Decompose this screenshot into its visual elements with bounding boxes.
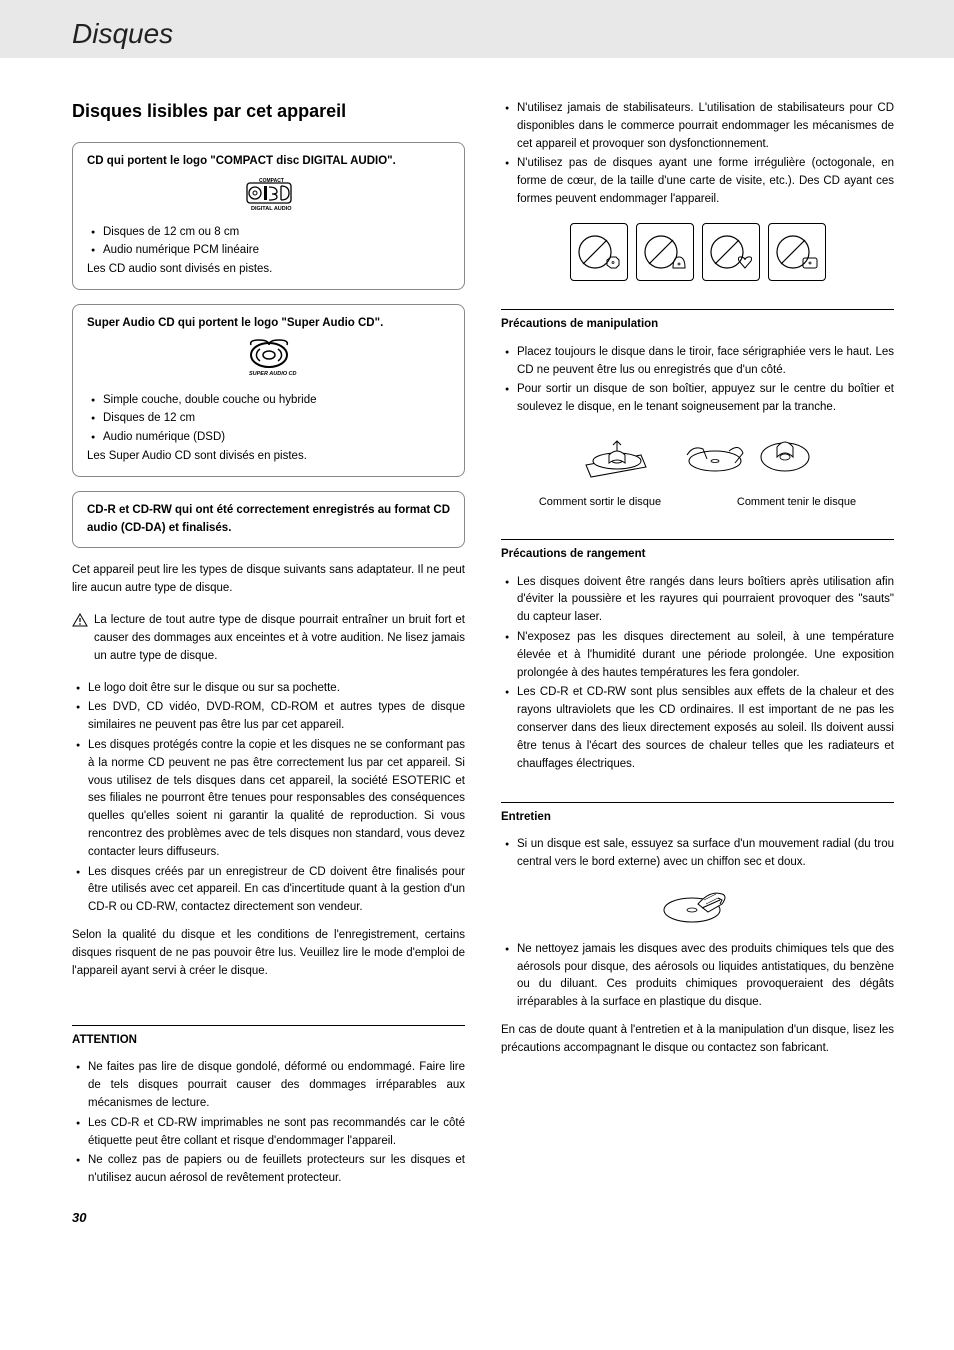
box3-title: CD-R et CD-RW qui ont été correctement e… [87, 502, 450, 538]
wipe-illustration [501, 880, 894, 933]
compact-disc-logo: COMPACT DIGITAL AUDIO [87, 175, 450, 218]
maint-bullets-a: Si un disque est sale, essuyez sa surfac… [501, 836, 894, 872]
handling-heading: Précautions de manipulation [501, 309, 894, 334]
list-item: Disques de 12 cm [91, 410, 450, 428]
right-column: N'utilisez jamais de stabilisateurs. L'u… [501, 98, 894, 1190]
intro-para: Cet appareil peut lire les types de disq… [72, 562, 465, 598]
box2-note: Les Super Audio CD sont divisés en piste… [87, 448, 450, 466]
list-item: Le logo doit être sur le disque ou sur s… [76, 680, 465, 698]
right-top-bullets: N'utilisez jamais de stabilisateurs. L'u… [501, 100, 894, 209]
caption-hold: Comment tenir le disque [737, 494, 856, 511]
maint-bullets-b: Ne nettoyez jamais les disques avec des … [501, 941, 894, 1012]
content-columns: Disques lisibles par cet appareil CD qui… [0, 58, 954, 1210]
warning-icon [72, 613, 88, 634]
list-item: Audio numérique PCM linéaire [91, 242, 450, 260]
list-item: N'utilisez pas de disques ayant une form… [505, 155, 894, 208]
box-sacd: Super Audio CD qui portent le logo "Supe… [72, 304, 465, 477]
warning-para: La lecture de tout autre type de disque … [72, 612, 465, 665]
no-triangle-icon [636, 223, 694, 281]
header-bar: Disques [0, 0, 954, 58]
no-octagon-icon [570, 223, 628, 281]
forbidden-shapes-row [501, 223, 894, 281]
handling-illustrations [501, 425, 894, 486]
list-item: N'exposez pas les disques directement au… [505, 629, 894, 682]
list-item: Pour sortir un disque de son boîtier, ap… [505, 381, 894, 417]
list-item: N'utilisez jamais de stabilisateurs. L'u… [505, 100, 894, 153]
list-item: Ne faites pas lire de disque gondolé, dé… [76, 1059, 465, 1112]
box2-title: Super Audio CD qui portent le logo "Supe… [87, 315, 450, 333]
box1-list: Disques de 12 cm ou 8 cm Audio numérique… [87, 224, 450, 261]
list-item: Si un disque est sale, essuyez sa surfac… [505, 836, 894, 872]
box1-note: Les CD audio sont divisés en pistes. [87, 261, 450, 279]
left-bullets-1: Le logo doit être sur le disque ou sur s… [72, 680, 465, 918]
hold-disc-icon [685, 425, 815, 486]
svg-text:DIGITAL AUDIO: DIGITAL AUDIO [251, 206, 292, 211]
svg-text:SUPER AUDIO CD: SUPER AUDIO CD [249, 371, 296, 377]
list-item: Les CD-R et CD-RW imprimables ne sont pa… [76, 1115, 465, 1151]
warning-text: La lecture de tout autre type de disque … [94, 614, 465, 662]
maint-heading: Entretien [501, 802, 894, 827]
playback-note: Selon la qualité du disque et les condit… [72, 927, 465, 980]
page-title: Disques [72, 18, 954, 50]
box-cd-audio: CD qui portent le logo "COMPACT disc DIG… [72, 142, 465, 290]
storage-bullets: Les disques doivent être rangés dans leu… [501, 574, 894, 774]
box2-list: Simple couche, double couche ou hybride … [87, 392, 450, 447]
left-heading: Disques lisibles par cet appareil [72, 98, 465, 126]
list-item: Les CD-R et CD-RW sont plus sensibles au… [505, 684, 894, 773]
list-item: Les disques protégés contre la copie et … [76, 737, 465, 862]
page-number: 30 [0, 1210, 954, 1237]
left-column: Disques lisibles par cet appareil CD qui… [72, 98, 465, 1190]
caption-remove: Comment sortir le disque [539, 494, 661, 511]
storage-heading: Précautions de rangement [501, 539, 894, 564]
attention-heading: ATTENTION [72, 1025, 465, 1050]
remove-disc-icon [581, 425, 661, 486]
handling-bullets: Placez toujours le disque dans le tiroir… [501, 344, 894, 417]
box-cdr: CD-R et CD-RW qui ont été correctement e… [72, 491, 465, 549]
list-item: Disques de 12 cm ou 8 cm [91, 224, 450, 242]
maint-footer: En cas de doute quant à l'entretien et à… [501, 1022, 894, 1058]
super-audio-cd-logo: SUPER AUDIO CD [87, 337, 450, 386]
list-item: Les DVD, CD vidéo, DVD-ROM, CD-ROM et au… [76, 699, 465, 735]
list-item: Simple couche, double couche ou hybride [91, 392, 450, 410]
caption-row: Comment sortir le disque Comment tenir l… [501, 494, 894, 511]
list-item: Ne collez pas de papiers ou de feuillets… [76, 1152, 465, 1188]
list-item: Audio numérique (DSD) [91, 429, 450, 447]
list-item: Les disques créés par un enregistreur de… [76, 864, 465, 917]
list-item: Placez toujours le disque dans le tiroir… [505, 344, 894, 380]
attention-bullets: Ne faites pas lire de disque gondolé, dé… [72, 1059, 465, 1188]
wipe-disc-icon [658, 880, 738, 933]
no-card-icon [768, 223, 826, 281]
box1-title: CD qui portent le logo "COMPACT disc DIG… [87, 153, 450, 171]
list-item: Les disques doivent être rangés dans leu… [505, 574, 894, 627]
list-item: Ne nettoyez jamais les disques avec des … [505, 941, 894, 1012]
no-heart-icon [702, 223, 760, 281]
